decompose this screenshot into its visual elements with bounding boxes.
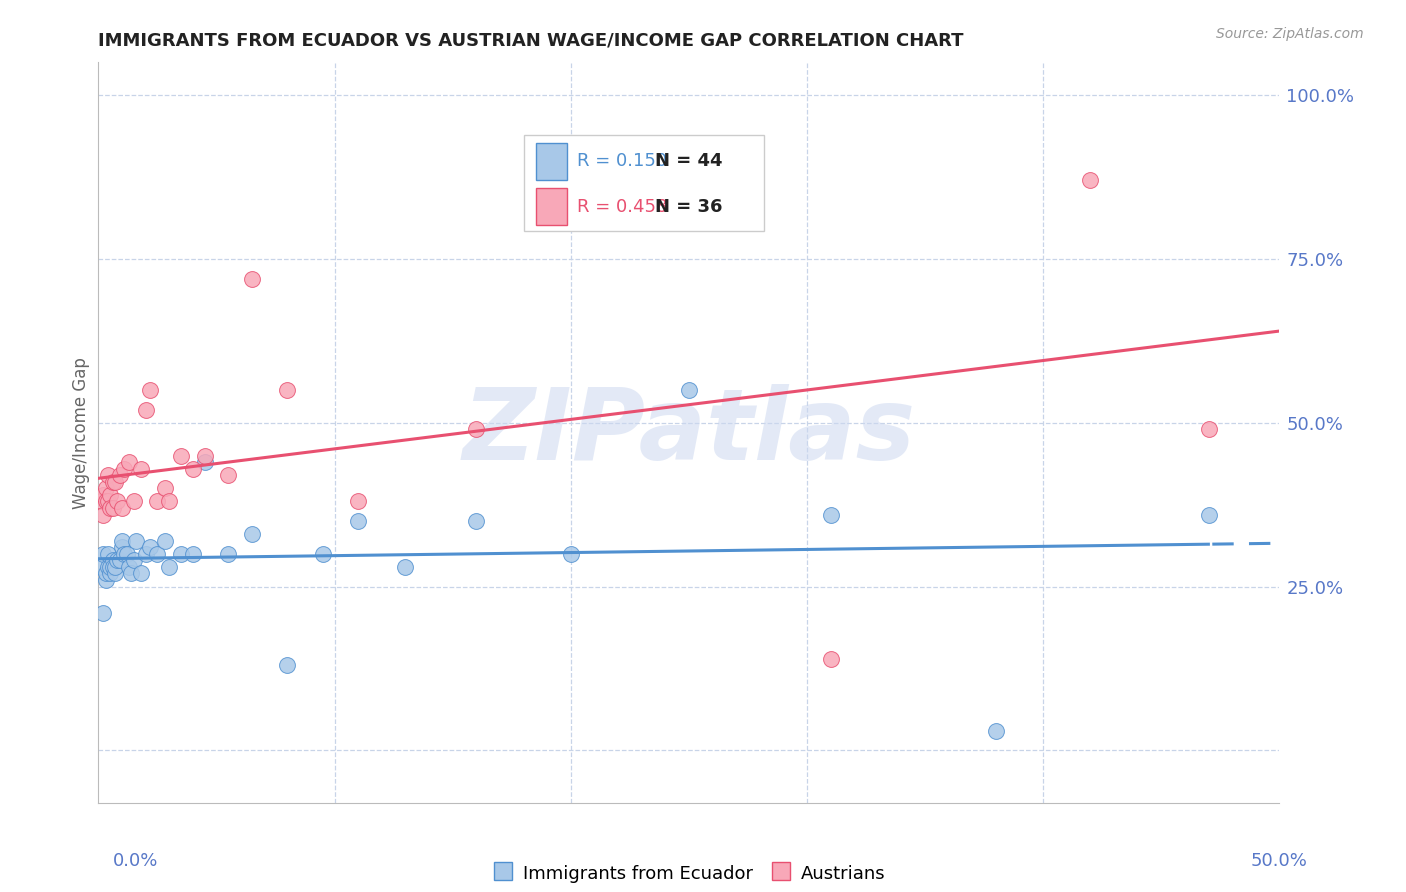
Text: Source: ZipAtlas.com: Source: ZipAtlas.com xyxy=(1216,27,1364,41)
Point xyxy=(122,553,145,567)
Point xyxy=(139,541,162,555)
Point xyxy=(105,553,128,567)
Point xyxy=(135,547,157,561)
Point xyxy=(217,547,239,561)
Point xyxy=(101,553,124,567)
Point xyxy=(276,383,298,397)
Point xyxy=(111,541,134,555)
Point xyxy=(97,494,120,508)
Point xyxy=(98,500,121,515)
Point xyxy=(97,468,120,483)
Point xyxy=(97,560,120,574)
Text: 50.0%: 50.0% xyxy=(1251,852,1308,870)
Point xyxy=(560,200,582,214)
Point xyxy=(108,553,131,567)
Point xyxy=(153,481,176,495)
Point xyxy=(112,461,135,475)
Y-axis label: Wage/Income Gap: Wage/Income Gap xyxy=(72,357,90,508)
Point xyxy=(146,494,169,508)
Point xyxy=(820,651,842,665)
Point xyxy=(157,560,180,574)
Point xyxy=(170,547,193,561)
Point xyxy=(108,468,131,483)
Point xyxy=(94,566,117,581)
Point xyxy=(984,723,1007,738)
Point xyxy=(105,494,128,508)
Text: N = 44: N = 44 xyxy=(655,153,723,170)
Point xyxy=(157,494,180,508)
Point xyxy=(181,547,204,561)
Point xyxy=(101,475,124,489)
Text: ZIPatlas: ZIPatlas xyxy=(463,384,915,481)
Point xyxy=(111,500,134,515)
Point xyxy=(181,461,204,475)
Point xyxy=(153,533,176,548)
Point xyxy=(347,514,370,528)
Point xyxy=(240,271,263,285)
Point xyxy=(312,547,335,561)
Text: IMMIGRANTS FROM ECUADOR VS AUSTRIAN WAGE/INCOME GAP CORRELATION CHART: IMMIGRANTS FROM ECUADOR VS AUSTRIAN WAGE… xyxy=(98,32,965,50)
Text: R = 0.150: R = 0.150 xyxy=(578,153,668,170)
Point xyxy=(104,475,127,489)
Point xyxy=(104,566,127,581)
Point xyxy=(91,508,114,522)
Point xyxy=(146,547,169,561)
Point xyxy=(347,494,370,508)
Point xyxy=(98,488,121,502)
Point xyxy=(94,494,117,508)
Point xyxy=(194,449,217,463)
Text: 0.0%: 0.0% xyxy=(112,852,157,870)
Point xyxy=(465,514,488,528)
Text: R = 0.458: R = 0.458 xyxy=(578,198,668,216)
Point xyxy=(101,560,124,574)
Point xyxy=(240,527,263,541)
Point xyxy=(112,547,135,561)
Point xyxy=(94,573,117,587)
Point xyxy=(97,547,120,561)
Text: N = 36: N = 36 xyxy=(655,198,723,216)
Point xyxy=(276,658,298,673)
Point xyxy=(217,468,239,483)
Point xyxy=(394,560,416,574)
Point xyxy=(98,566,121,581)
Point xyxy=(194,455,217,469)
Point xyxy=(91,547,114,561)
Point xyxy=(118,560,141,574)
Point xyxy=(139,383,162,397)
Point xyxy=(122,494,145,508)
Point xyxy=(1080,173,1102,187)
Point xyxy=(94,481,117,495)
Point xyxy=(465,422,488,436)
Point xyxy=(104,560,127,574)
Point xyxy=(111,533,134,548)
Point xyxy=(125,533,148,548)
Point xyxy=(129,461,152,475)
Point xyxy=(820,508,842,522)
Point xyxy=(91,606,114,620)
Point xyxy=(1198,508,1220,522)
Point xyxy=(118,455,141,469)
Point xyxy=(1198,422,1220,436)
Point xyxy=(121,566,143,581)
Point xyxy=(91,488,114,502)
Legend: Immigrants from Ecuador, Austrians: Immigrants from Ecuador, Austrians xyxy=(485,856,893,890)
Point xyxy=(170,449,193,463)
Point xyxy=(101,500,124,515)
Point xyxy=(135,402,157,417)
Point xyxy=(90,560,112,574)
Point xyxy=(90,494,112,508)
Point xyxy=(560,547,582,561)
Point xyxy=(98,560,121,574)
Point xyxy=(129,566,152,581)
Point xyxy=(678,383,700,397)
Point xyxy=(115,547,138,561)
